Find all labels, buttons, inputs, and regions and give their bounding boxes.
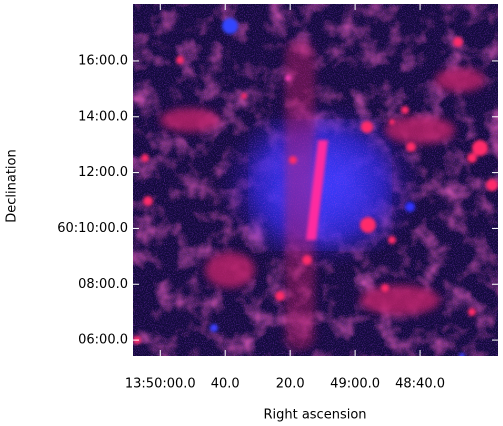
x-axis-label: Right ascension [263,408,366,423]
sources [133,18,498,356]
y-tick-label: 12:00.0 [78,165,128,180]
y-axis-label: Declination [5,149,20,223]
y-tick-label: 60:10:00.0 [57,221,128,236]
y-tick-label: 06:00.0 [78,333,128,348]
x-tick-label: 20.0 [276,377,305,392]
y-tick-label: 16:00.0 [78,53,128,68]
x-tick-label: 49:00.0 [330,377,380,392]
x-tick-label: 48:40.0 [395,377,445,392]
sky-image [133,4,498,356]
y-tick-label: 14:00.0 [78,109,128,124]
x-tick-label: 13:50:00.0 [125,377,196,392]
y-tick-label: 08:00.0 [78,277,128,292]
x-tick-label: 40.0 [211,377,240,392]
